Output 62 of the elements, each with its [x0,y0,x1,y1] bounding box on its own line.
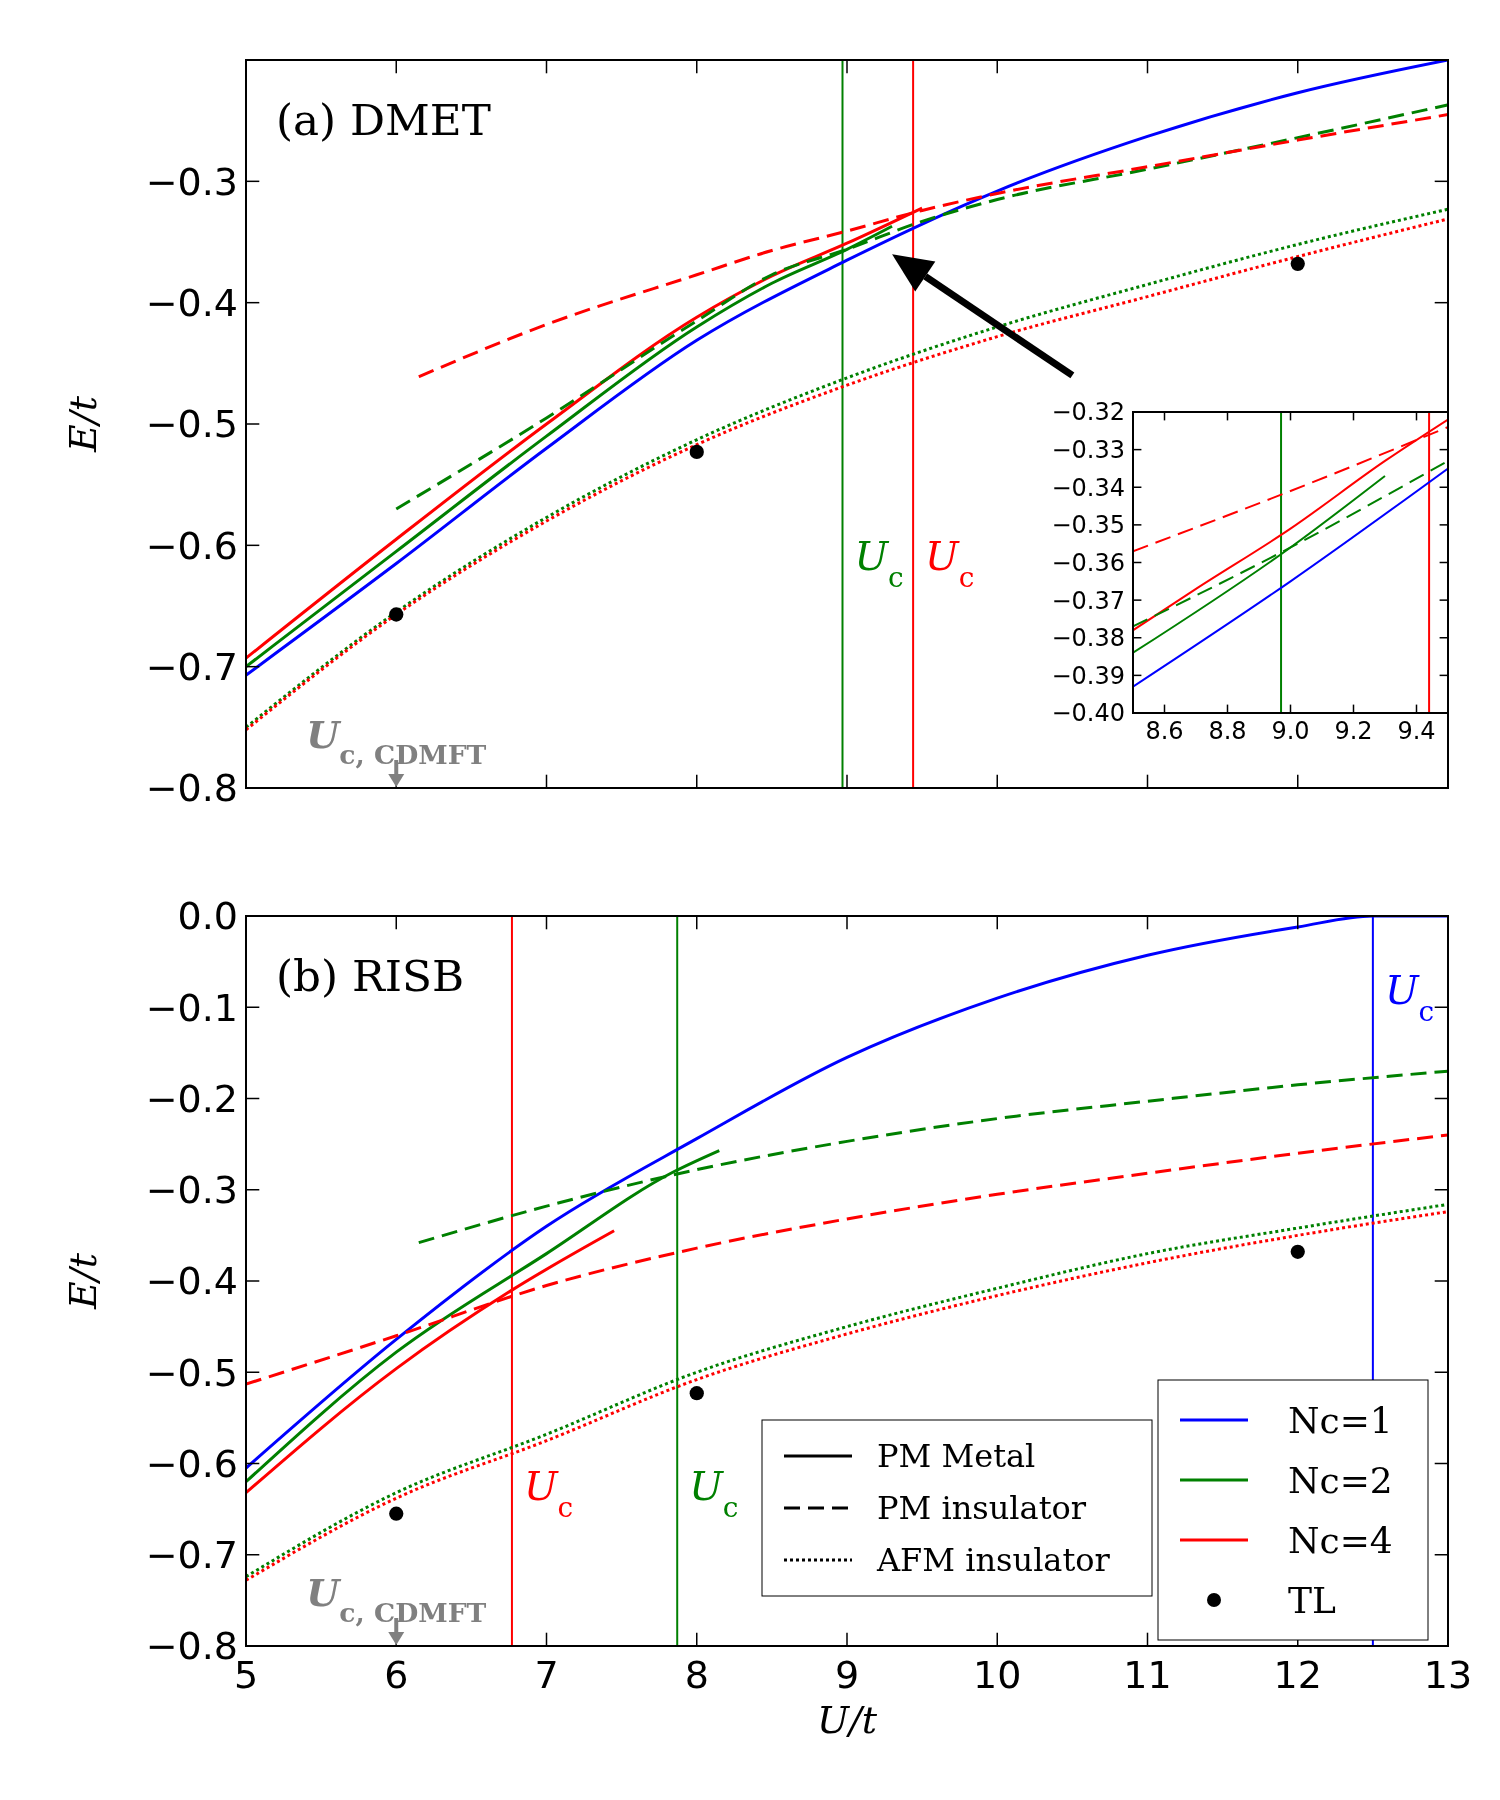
y-tick-label: −0.38 [1051,624,1125,653]
y-tick-label: −0.4 [145,1259,238,1304]
y-tick-label: −0.6 [145,523,238,568]
y-tick-label: −0.32 [1051,398,1125,427]
y-tick-label: −0.3 [145,1168,238,1213]
y-tick-label: −0.1 [145,985,238,1030]
legend-label: Nc=2 [1288,1459,1393,1501]
annotation: AFM insulator [876,1541,1111,1580]
x-axis-title: U/t [816,1698,878,1743]
y-tick-label: −0.34 [1051,473,1125,502]
point [389,1506,404,1521]
legend-label: Nc=4 [1288,1519,1393,1561]
y-tick-label: −0.5 [145,1350,238,1395]
ref-line-label: U$_{c}$ [925,532,975,594]
y-tick-label: −0.5 [145,402,238,447]
y-tick-label: −0.7 [145,1533,238,1578]
annotation: U$_{c, CDMFT}$ [306,712,487,770]
legend-label: Nc=1 [1288,1399,1393,1441]
point [1290,256,1305,271]
ref-line-label: U$_{c}$ [523,1463,574,1524]
y-tick-label: −0.7 [145,644,238,689]
x-tick-label: 12 [1273,1652,1322,1697]
y-tick-label: −0.8 [145,766,238,811]
x-tick-label: 9.0 [1271,717,1310,746]
x-tick-label: 9 [834,1652,860,1697]
text: (b) RISB [276,950,465,1001]
y-tick-label: −0.36 [1051,548,1125,577]
ref-line-label: U$_{c}$ [689,1463,739,1524]
point [1290,1244,1305,1259]
annotation: U$_{c, CDMFT}$ [306,1570,487,1628]
y-axis-title: E/t [61,1252,105,1310]
y-tick-label: 0.0 [177,894,238,939]
y-tick-label: −0.40 [1051,699,1125,728]
x-tick-label: 10 [973,1652,1022,1697]
y-tick-label: −0.6 [145,1441,238,1486]
ref-line-label: U$_{c}$ [1384,966,1435,1028]
x-tick-label: 8.8 [1208,717,1247,746]
x-tick-label: 13 [1423,1652,1473,1697]
x-tick-label: 8 [684,1652,709,1697]
y-tick-label: −0.35 [1051,511,1125,540]
text: (a) DMET [276,94,491,145]
point [689,1386,704,1401]
ref-line-label: U$_{c}$ [854,532,904,594]
x-tick-label: 9.2 [1334,717,1373,746]
y-axis-title: E/t [61,395,105,453]
legend-label: TL [1288,1579,1337,1621]
y-tick-label: −0.3 [145,159,238,204]
y-tick-label: −0.37 [1051,586,1125,615]
annotation: PM insulator [877,1489,1087,1528]
x-tick-label: 6 [384,1652,409,1697]
y-tick-label: −0.8 [145,1624,238,1669]
x-tick-label: 8.6 [1145,717,1184,746]
point [689,444,704,460]
x-tick-label: 7 [534,1652,559,1697]
y-tick-label: −0.2 [145,1076,238,1121]
y-tick-label: −0.33 [1051,436,1125,465]
point [389,607,404,622]
x-tick-label: 9.4 [1397,717,1436,746]
y-tick-label: −0.4 [145,280,238,325]
x-tick-label: 11 [1123,1652,1172,1697]
y-tick-label: −0.39 [1051,661,1125,690]
annotation: PM Metal [877,1437,1036,1476]
